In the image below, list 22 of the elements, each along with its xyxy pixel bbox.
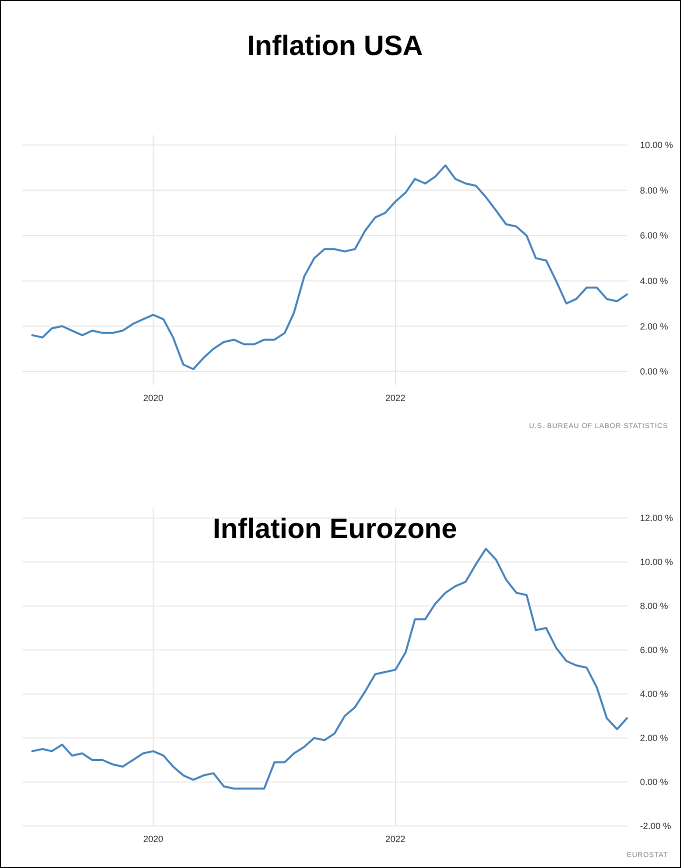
line-series xyxy=(31,164,628,370)
y-tick-label: 6.00 % xyxy=(640,230,668,241)
y-tick-label: 0.00 % xyxy=(640,777,668,788)
chart-title: Inflation USA xyxy=(247,30,423,61)
y-tick-label: 4.00 % xyxy=(640,689,668,700)
x-tick-label: 2020 xyxy=(143,834,164,844)
x-tick-label: 2022 xyxy=(385,834,406,844)
y-tick-label: 8.00 % xyxy=(640,601,668,612)
y-tick-label: 4.00 % xyxy=(640,276,668,286)
y-tick-label: 2.00 % xyxy=(640,321,668,332)
y-tick-label: 10.00 % xyxy=(640,557,674,568)
y-tick-label: 2.00 % xyxy=(640,733,668,744)
y-tick-label: 6.00 % xyxy=(640,645,668,656)
y-tick-label: 12.00 % xyxy=(640,513,674,524)
y-tick-label: 0.00 % xyxy=(640,366,668,377)
chart-title: Inflation Eurozone xyxy=(212,513,458,544)
line-series xyxy=(31,548,628,790)
x-tick-label: 2020 xyxy=(143,393,164,403)
y-tick-label: -2.00 % xyxy=(640,821,672,832)
y-tick-label: 10.00 % xyxy=(640,140,674,150)
x-tick-label: 2022 xyxy=(385,393,406,403)
y-tick-label: 8.00 % xyxy=(640,185,668,196)
